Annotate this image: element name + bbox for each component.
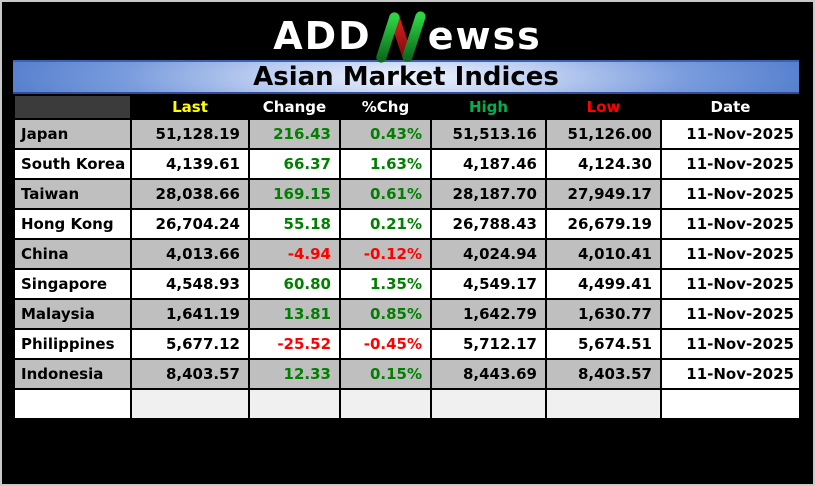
market-name-cell: Indonesia xyxy=(13,358,132,390)
last-cell: 5,677.12 xyxy=(130,328,250,360)
market-name-cell: Malaysia xyxy=(13,298,132,330)
last-cell: 1,641.19 xyxy=(130,298,250,330)
pct-chg-cell: 0.61% xyxy=(339,178,432,210)
pct-chg-cell: -0.45% xyxy=(339,328,432,360)
high-cell: 4,549.17 xyxy=(430,268,547,300)
logo-bar: ADD ewss xyxy=(2,2,813,63)
pct-chg-cell: 0.43% xyxy=(339,118,432,150)
last-cell: 4,013.66 xyxy=(130,238,250,270)
table-row: Taiwan 28,038.66 169.15 0.61% 28,187.70 27,94… xyxy=(13,178,801,210)
market-name-cell: Japan xyxy=(13,118,132,150)
change-cell: 216.43 xyxy=(248,118,341,150)
market-name-cell: Hong Kong xyxy=(13,208,132,240)
pct-chg-cell: 0.15% xyxy=(339,358,432,390)
low-cell: 4,010.41 xyxy=(545,238,662,270)
last-cell: 4,548.93 xyxy=(130,268,250,300)
table-row: Philippines 5,677.12 -25.52 -0.45% 5,712.17 5… xyxy=(13,328,801,360)
market-indices-table: Last Change %Chg High Low Date Japan 51,128.19… xyxy=(13,94,801,420)
page-title: Asian Market Indices xyxy=(253,62,559,92)
low-cell: 8,403.57 xyxy=(545,358,662,390)
change-cell: 66.37 xyxy=(248,148,341,180)
pct-chg-cell: 0.85% xyxy=(339,298,432,330)
pct-chg-cell: -0.12% xyxy=(339,238,432,270)
empty-cell xyxy=(545,388,662,420)
empty-cell xyxy=(130,388,250,420)
change-cell: 169.15 xyxy=(248,178,341,210)
last-cell: 28,038.66 xyxy=(130,178,250,210)
table-row: Malaysia 1,641.19 13.81 0.85% 1,642.79 1,630.… xyxy=(13,298,801,330)
logo-text-add: ADD xyxy=(273,14,372,58)
empty-cell xyxy=(430,388,547,420)
date-cell: 11-Nov-2025 xyxy=(660,208,801,240)
pct-chg-cell: 1.35% xyxy=(339,268,432,300)
date-cell: 11-Nov-2025 xyxy=(660,358,801,390)
change-cell: 60.80 xyxy=(248,268,341,300)
high-cell: 26,788.43 xyxy=(430,208,547,240)
table-row: Hong Kong 26,704.24 55.18 0.21% 26,788.43 26,… xyxy=(13,208,801,240)
date-cell: 11-Nov-2025 xyxy=(660,328,801,360)
table-row: Singapore 4,548.93 60.80 1.35% 4,549.17 4,499… xyxy=(13,268,801,300)
logo-text-ewss: ewss xyxy=(427,14,542,58)
column-header-date: Date xyxy=(660,94,801,120)
column-header-last: Last xyxy=(130,94,250,120)
high-cell: 28,187.70 xyxy=(430,178,547,210)
table-row: Japan 51,128.19 216.43 0.43% 51,513.16 51,126… xyxy=(13,118,801,150)
column-header-change: Change xyxy=(248,94,341,120)
high-cell: 1,642.79 xyxy=(430,298,547,330)
pct-chg-cell: 1.63% xyxy=(339,148,432,180)
column-header-chg: %Chg xyxy=(339,94,432,120)
last-cell: 26,704.24 xyxy=(130,208,250,240)
change-cell: 55.18 xyxy=(248,208,341,240)
market-table-body: Japan 51,128.19 216.43 0.43% 51,513.16 51,126… xyxy=(13,118,801,420)
change-cell: 13.81 xyxy=(248,298,341,330)
column-header-low: Low xyxy=(545,94,662,120)
empty-row xyxy=(13,388,801,420)
addnewss-logo: ADD ewss xyxy=(273,3,542,63)
high-cell: 4,024.94 xyxy=(430,238,547,270)
high-cell: 8,443.69 xyxy=(430,358,547,390)
date-cell: 11-Nov-2025 xyxy=(660,238,801,270)
date-cell: 11-Nov-2025 xyxy=(660,148,801,180)
logo-n-icon xyxy=(375,11,426,63)
date-cell: 11-Nov-2025 xyxy=(660,298,801,330)
empty-cell xyxy=(248,388,341,420)
table-row: China 4,013.66 -4.94 -0.12% 4,024.94 4,010.41… xyxy=(13,238,801,270)
title-bar: Asian Market Indices xyxy=(13,60,799,94)
change-cell: -4.94 xyxy=(248,238,341,270)
empty-cell xyxy=(660,388,801,420)
date-cell: 11-Nov-2025 xyxy=(660,118,801,150)
header-row: Last Change %Chg High Low Date xyxy=(13,94,801,120)
header-corner-cell xyxy=(13,94,132,120)
high-cell: 51,513.16 xyxy=(430,118,547,150)
high-cell: 5,712.17 xyxy=(430,328,547,360)
pct-chg-cell: 0.21% xyxy=(339,208,432,240)
table-row: South Korea 4,139.61 66.37 1.63% 4,187.46 4,1… xyxy=(13,148,801,180)
change-cell: -25.52 xyxy=(248,328,341,360)
column-header-high: High xyxy=(430,94,547,120)
empty-cell xyxy=(13,388,132,420)
empty-cell xyxy=(339,388,432,420)
market-name-cell: Taiwan xyxy=(13,178,132,210)
last-cell: 51,128.19 xyxy=(130,118,250,150)
market-name-cell: South Korea xyxy=(13,148,132,180)
low-cell: 26,679.19 xyxy=(545,208,662,240)
low-cell: 4,124.30 xyxy=(545,148,662,180)
table-row: Indonesia 8,403.57 12.33 0.15% 8,443.69 8,403… xyxy=(13,358,801,390)
low-cell: 51,126.00 xyxy=(545,118,662,150)
change-cell: 12.33 xyxy=(248,358,341,390)
market-name-cell: China xyxy=(13,238,132,270)
date-cell: 11-Nov-2025 xyxy=(660,268,801,300)
low-cell: 27,949.17 xyxy=(545,178,662,210)
low-cell: 5,674.51 xyxy=(545,328,662,360)
last-cell: 4,139.61 xyxy=(130,148,250,180)
low-cell: 1,630.77 xyxy=(545,298,662,330)
market-name-cell: Singapore xyxy=(13,268,132,300)
last-cell: 8,403.57 xyxy=(130,358,250,390)
high-cell: 4,187.46 xyxy=(430,148,547,180)
low-cell: 4,499.41 xyxy=(545,268,662,300)
date-cell: 11-Nov-2025 xyxy=(660,178,801,210)
market-name-cell: Philippines xyxy=(13,328,132,360)
